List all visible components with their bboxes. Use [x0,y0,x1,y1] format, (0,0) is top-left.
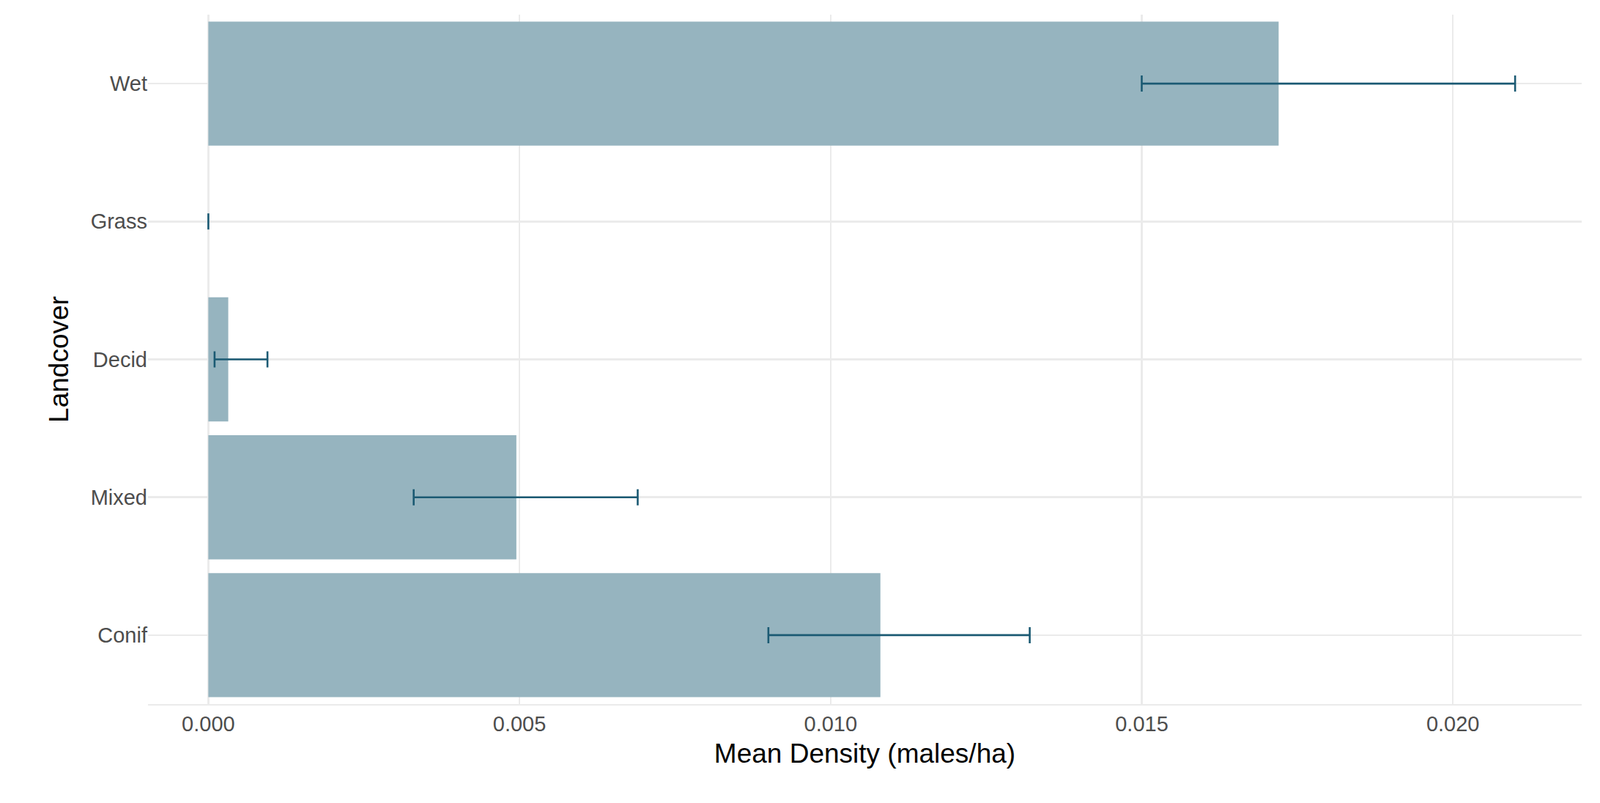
svg-text:0.015: 0.015 [1115,712,1169,736]
svg-text:Landcover: Landcover [43,295,74,423]
svg-text:Mean Density (males/ha): Mean Density (males/ha) [714,738,1016,769]
svg-text:Wet: Wet [109,71,148,96]
svg-text:0.000: 0.000 [181,712,236,736]
svg-text:Conif: Conif [97,623,148,647]
svg-text:Decid: Decid [93,347,148,372]
svg-text:Grass: Grass [90,209,148,233]
svg-text:0.005: 0.005 [493,712,547,736]
svg-text:Mixed: Mixed [90,485,148,510]
svg-text:0.010: 0.010 [803,712,858,736]
svg-text:0.020: 0.020 [1426,712,1480,736]
